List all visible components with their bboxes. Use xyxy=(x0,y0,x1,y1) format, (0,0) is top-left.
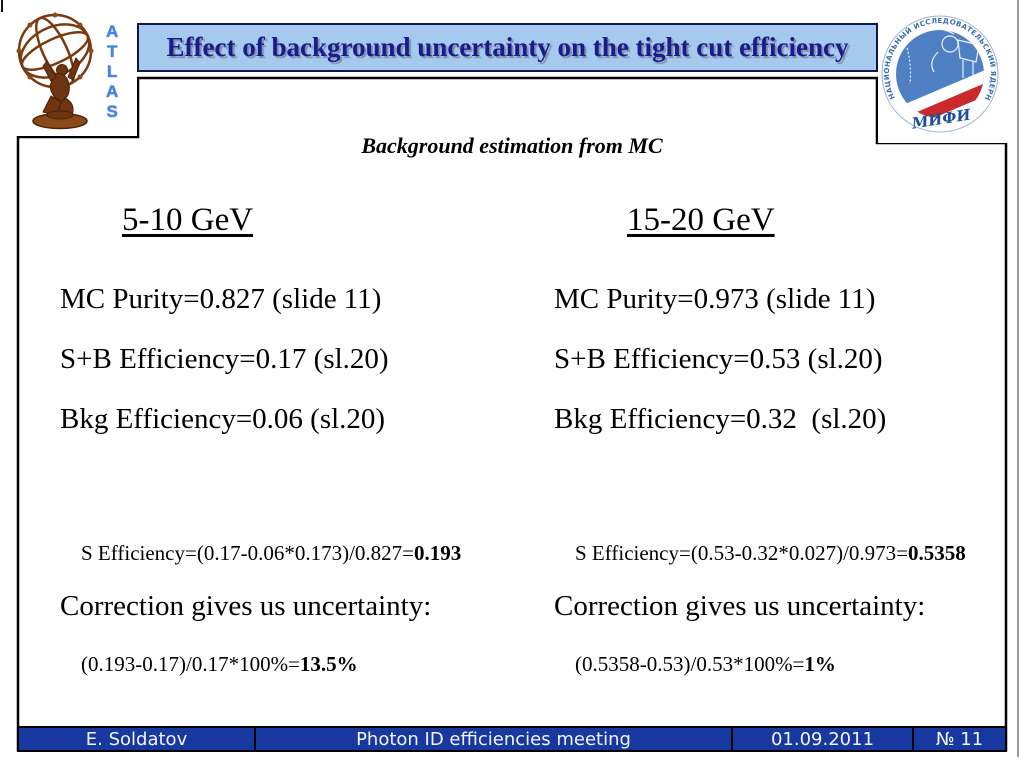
mephi-emblem-icon: НАЦИОНАЛЬНЫЙ ИССЛЕДОВАТЕЛЬСКИЙ ЯДЕРНЫЙ У… xyxy=(874,0,999,133)
sb-efficiency-line-left: S+B Efficiency=0.17 (sl.20) xyxy=(60,343,389,375)
mephi-logo: НАЦИОНАЛЬНЫЙ ИССЛЕДОВАТЕЛЬСКИЙ ЯДЕРНЫЙ У… xyxy=(874,0,1008,143)
slide-title: Effect of background uncertainty on the … xyxy=(166,32,849,62)
s-efficiency-expression: S Efficiency=(0.17-0.06*0.173)/0.827= xyxy=(81,541,414,565)
slide-corner-mark xyxy=(1,0,3,12)
atlas-wordmark: A T L A S xyxy=(106,22,118,122)
correction-formula-left: (0.193-0.17)/0.17*100%=13.5% xyxy=(60,627,358,702)
slide-right-edge xyxy=(1017,0,1019,757)
s-efficiency-result: 0.5358 xyxy=(908,541,966,565)
column-header-15-20gev: 15-20 GeV xyxy=(627,202,775,238)
atlas-letter: A xyxy=(106,82,119,101)
footer-page-number: № 11 xyxy=(935,728,984,750)
correction-result: 13.5% xyxy=(299,652,358,676)
s-efficiency-expression: S Efficiency=(0.53-0.32*0.027)/0.973= xyxy=(575,541,908,565)
correction-formula-right: (0.5358-0.53)/0.53*100%=1% xyxy=(554,627,836,702)
s-efficiency-formula-right: S Efficiency=(0.53-0.32*0.027)/0.973=0.5… xyxy=(554,516,966,591)
atlas-statue-icon xyxy=(16,12,94,130)
atlas-letter: A xyxy=(106,22,119,41)
sb-efficiency-line-right: S+B Efficiency=0.53 (sl.20) xyxy=(554,343,883,375)
atlas-letter: T xyxy=(106,42,118,61)
mc-purity-line-left: MC Purity=0.827 (slide 11) xyxy=(60,283,382,315)
slide-subtitle: Background estimation from MC xyxy=(361,133,663,158)
footer-date: 01.09.2011 xyxy=(733,728,914,750)
atlas-logo: A T L A S xyxy=(10,4,137,136)
bkg-efficiency-line-left: Bkg Efficiency=0.06 (sl.20) xyxy=(60,403,386,435)
correction-result: 1% xyxy=(804,652,836,676)
s-efficiency-formula-left: S Efficiency=(0.17-0.06*0.173)/0.827=0.1… xyxy=(60,516,461,591)
correction-expression: (0.5358-0.53)/0.53*100%= xyxy=(575,652,805,676)
correction-expression: (0.193-0.17)/0.17*100%= xyxy=(81,652,300,676)
slide-footer: E. Soldatov Photon ID efficiencies meeti… xyxy=(17,726,1007,752)
footer-author: E. Soldatov xyxy=(19,728,256,750)
atlas-letter: S xyxy=(106,102,118,121)
mc-purity-line-right: MC Purity=0.973 (slide 11) xyxy=(554,283,876,315)
correction-title-right: Correction gives us uncertainty: xyxy=(554,590,926,622)
column-header-5-10gev: 5-10 GeV xyxy=(122,202,254,238)
slide-title-bar: Effect of background uncertainty on the … xyxy=(137,23,878,72)
atlas-letter: L xyxy=(106,62,118,81)
footer-meeting-name: Photon ID efficiencies meeting xyxy=(256,728,733,750)
correction-title-left: Correction gives us uncertainty: xyxy=(60,590,432,622)
bkg-efficiency-line-right: Bkg Efficiency=0.32 (sl.20) xyxy=(554,403,887,435)
s-efficiency-result: 0.193 xyxy=(414,541,462,565)
